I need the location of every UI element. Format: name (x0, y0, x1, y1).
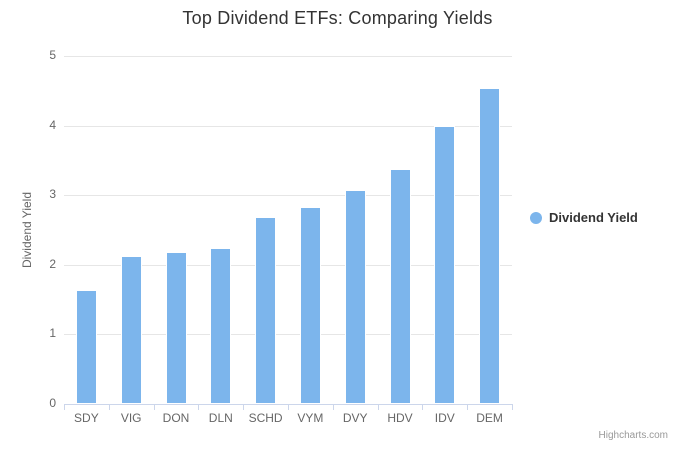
x-axis-label-SDY: SDY (74, 411, 99, 425)
bar-VIG[interactable] (120, 256, 142, 404)
x-axis-label-VIG: VIG (120, 411, 142, 425)
y-axis-label-3: 3 (49, 187, 56, 202)
y-axis-label-1: 1 (49, 326, 56, 341)
bar-DEM[interactable] (479, 88, 501, 404)
x-axis-tick (64, 404, 65, 410)
x-axis-label-DON: DON (162, 411, 190, 425)
x-axis-tick (198, 404, 200, 410)
y-axis-label-4: 4 (49, 117, 56, 132)
y-gridline-2 (64, 264, 512, 266)
highcharts-credit-link[interactable]: Highcharts.com (598, 430, 668, 441)
y-axis-label-2: 2 (49, 256, 56, 271)
y-gridline-4 (64, 125, 512, 127)
bar-SDY[interactable] (75, 289, 97, 404)
y-axis-label-5: 5 (49, 48, 56, 62)
x-axis-tick (108, 404, 110, 410)
y-axis-label-0: 0 (49, 396, 56, 410)
bar-VYM[interactable] (299, 207, 321, 404)
bar-DON[interactable] (165, 252, 187, 404)
x-axis-label-SCHD: SCHD (248, 411, 283, 425)
legend-item-dividend-yield[interactable]: Dividend Yield (530, 210, 638, 225)
bar-DLN[interactable] (210, 248, 232, 404)
x-axis-label-DLN: DLN (208, 411, 233, 425)
y-gridline-1 (64, 334, 512, 336)
x-axis-tick (243, 404, 245, 410)
legend-marker-icon (530, 211, 542, 224)
x-axis-label-VYM: VYM (297, 411, 324, 425)
x-axis-label-IDV: IDV (434, 411, 455, 425)
x-axis-label-DVY: DVY (342, 411, 368, 425)
x-axis-label-HDV: HDV (387, 411, 413, 425)
x-axis-tick (153, 404, 155, 410)
x-axis-tick (512, 404, 513, 410)
y-gridline-3 (64, 195, 512, 197)
x-axis-label-DEM: DEM (476, 411, 503, 425)
bar-HDV[interactable] (389, 168, 411, 404)
x-axis-tick (332, 404, 334, 410)
x-axis-tick (467, 404, 469, 410)
x-axis-tick (377, 404, 379, 410)
x-axis-tick (422, 404, 424, 410)
bar-IDV[interactable] (434, 125, 456, 404)
chart-title: Top Dividend ETFs: Comparing Yields (182, 8, 493, 28)
x-axis-tick (288, 404, 289, 410)
y-gridline-5 (64, 56, 512, 57)
bar-DVY[interactable] (344, 190, 366, 404)
legend-label: Dividend Yield (549, 210, 638, 225)
bar-SCHD[interactable] (255, 216, 277, 404)
